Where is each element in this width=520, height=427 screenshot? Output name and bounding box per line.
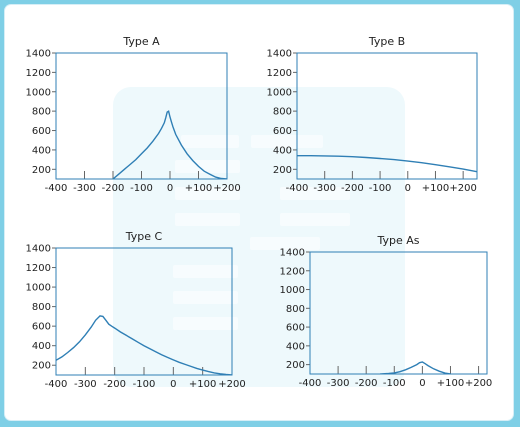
plot-frame [55,52,228,180]
chart-type-c: Type C 200 400 600 800 1000 1200 1400 -400 -300 -2… [26,230,246,390]
y-tick-label: 400 [273,145,292,156]
x-tick-label: +200 [449,183,476,194]
y-tick-label: 1000 [267,87,292,98]
x-tick-label: +200 [465,378,492,389]
x-tick-label: -300 [327,378,350,389]
y-tick-label: 200 [286,360,305,371]
chart-title: Type C [125,230,163,243]
x-tick-label: -400 [45,379,68,390]
series-line [112,110,227,179]
x-tick-label: -300 [73,183,96,194]
y-tick-label: 800 [286,304,305,315]
x-tick-label: -200 [102,183,125,194]
x-tick-label: +100 [422,183,449,194]
chart-title: Type A [122,35,160,48]
watermark-logo [113,87,405,387]
x-tick-label: 0 [419,378,425,389]
x-tick-label: -300 [74,379,97,390]
x-tick-label: +100 [189,379,216,390]
y-tick-label: 600 [32,126,51,137]
y-tick-label: 1200 [26,263,51,274]
y-tick-label: 1000 [280,285,305,296]
x-tick-label: -100 [383,378,406,389]
x-tick-label: -300 [313,183,336,194]
chart-title: Type B [368,35,405,48]
x-tick-label: -100 [130,183,153,194]
series-line [380,361,451,374]
y-tick-label: 1000 [26,87,51,98]
x-tick-label: -100 [133,379,156,390]
x-tick-label: 0 [167,183,173,194]
y-tick-label: 1200 [280,266,305,277]
x-tick-label: +200 [218,379,245,390]
chart-type-b: Type B 200 400 600 800 1000 1200 1400 -400 -300 -2… [267,35,478,194]
y-tick-label: 400 [32,145,51,156]
charts: Type A 200 400 600 800 1000 1200 1400 -400 -300 -2… [26,35,493,390]
y-tick-label: 1000 [26,283,51,294]
y-tick-label: 200 [32,165,51,176]
y-tick-label: 1400 [26,244,51,255]
x-tick-label: 0 [405,183,411,194]
x-tick-label: -200 [103,379,126,390]
chart-title: Type As [376,234,419,247]
x-tick-label: -400 [299,378,322,389]
y-tick-label: 1200 [26,68,51,79]
y-tick-label: 1200 [267,68,292,79]
y-tick-label: 800 [32,302,51,313]
y-tick-label: 600 [32,322,51,333]
x-tick-label: +100 [437,378,464,389]
y-tick-label: 400 [32,341,51,352]
series-line [297,155,477,173]
x-tick-label: 0 [170,379,176,390]
y-tick-label: 1400 [280,248,305,259]
chart-type-a: Type A 200 400 600 800 1000 1200 1400 -400 -300 -2… [26,35,241,194]
y-tick-label: 1400 [26,49,51,60]
x-tick-label: -400 [45,183,68,194]
x-tick-label: -200 [355,378,378,389]
y-tick-label: 400 [286,341,305,352]
y-tick-label: 800 [273,107,292,118]
x-tick-label: +200 [213,183,240,194]
series-line [56,315,232,375]
y-tick-label: 200 [273,165,292,176]
y-tick-label: 200 [32,361,51,372]
plot-frame [296,52,478,180]
y-tick-label: 800 [32,107,51,118]
y-tick-label: 1400 [267,49,292,60]
y-tick-label: 600 [286,323,305,334]
x-tick-label: -400 [286,183,309,194]
chart-panel: Type A 200 400 600 800 1000 1200 1400 -400 -300 -2… [5,5,513,420]
x-tick-label: +100 [185,183,212,194]
x-tick-label: -100 [369,183,392,194]
y-tick-label: 600 [273,126,292,137]
x-tick-label: -200 [341,183,364,194]
plot-frame [309,251,488,375]
plot-frame [55,247,233,376]
